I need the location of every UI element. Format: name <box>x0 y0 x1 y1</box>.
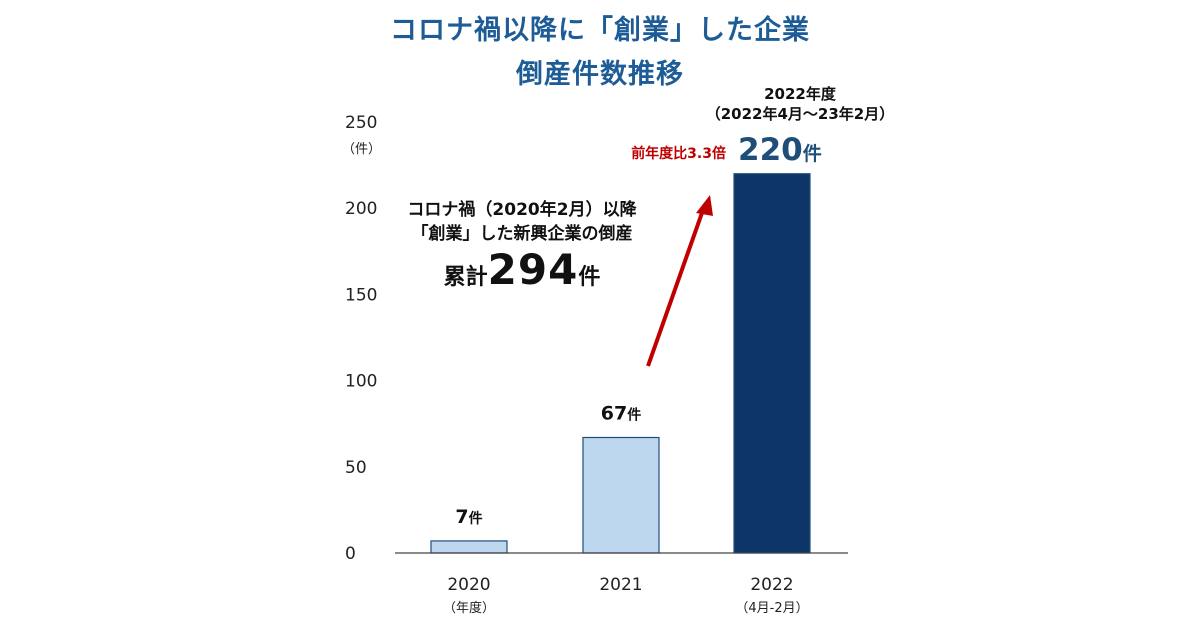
summary-annotation: コロナ禍（2020年2月）以降 「創業」した新興企業の倒産 累計294件 <box>392 198 652 291</box>
summary-total: 累計294件 <box>392 249 652 291</box>
summary-unit: 件 <box>578 265 601 290</box>
x-tick-label: 2020 <box>447 575 490 595</box>
bar <box>733 173 811 554</box>
highlight-header-line-2: （2022年4月～23年2月） <box>705 105 895 123</box>
data-label-highlight: 220件 <box>738 132 822 168</box>
y-unit-label: （件） <box>342 142 381 157</box>
x-tick-sublabel: （4月-2月） <box>735 601 808 616</box>
summary-line-2: 「創業」した新興企業の倒産 <box>411 224 633 244</box>
y-tick-label: 100 <box>345 372 377 392</box>
growth-label: 前年度比3.3倍 <box>631 145 726 162</box>
x-tick-label: 2021 <box>599 575 642 595</box>
y-tick-label: 250 <box>345 113 377 133</box>
chart-subtitle: 倒産件数推移 <box>516 59 684 90</box>
x-tick-sublabel: （年度） <box>443 600 495 616</box>
y-tick-label: 200 <box>345 199 377 219</box>
bar <box>430 540 508 554</box>
data-label: 7件 <box>455 506 482 528</box>
highlight-header: 2022年度 （2022年4月～23年2月） <box>690 84 910 124</box>
y-tick-label: 50 <box>345 458 367 478</box>
highlight-header-line-1: 2022年度 <box>764 85 836 103</box>
y-tick-label: 0 <box>345 544 356 564</box>
growth-arrow-line <box>646 209 705 367</box>
growth-arrow-head <box>696 195 713 216</box>
data-label: 67件 <box>601 402 641 424</box>
chart-title: コロナ禍以降に「創業」した企業 <box>390 15 810 46</box>
x-tick-label: 2022 <box>750 575 793 595</box>
y-tick-label: 150 <box>345 285 377 305</box>
summary-total-value: 294 <box>487 245 579 294</box>
summary-prefix: 累計 <box>443 265 488 290</box>
bar <box>582 436 660 554</box>
summary-line-1: コロナ禍（2020年2月）以降 <box>407 200 637 220</box>
